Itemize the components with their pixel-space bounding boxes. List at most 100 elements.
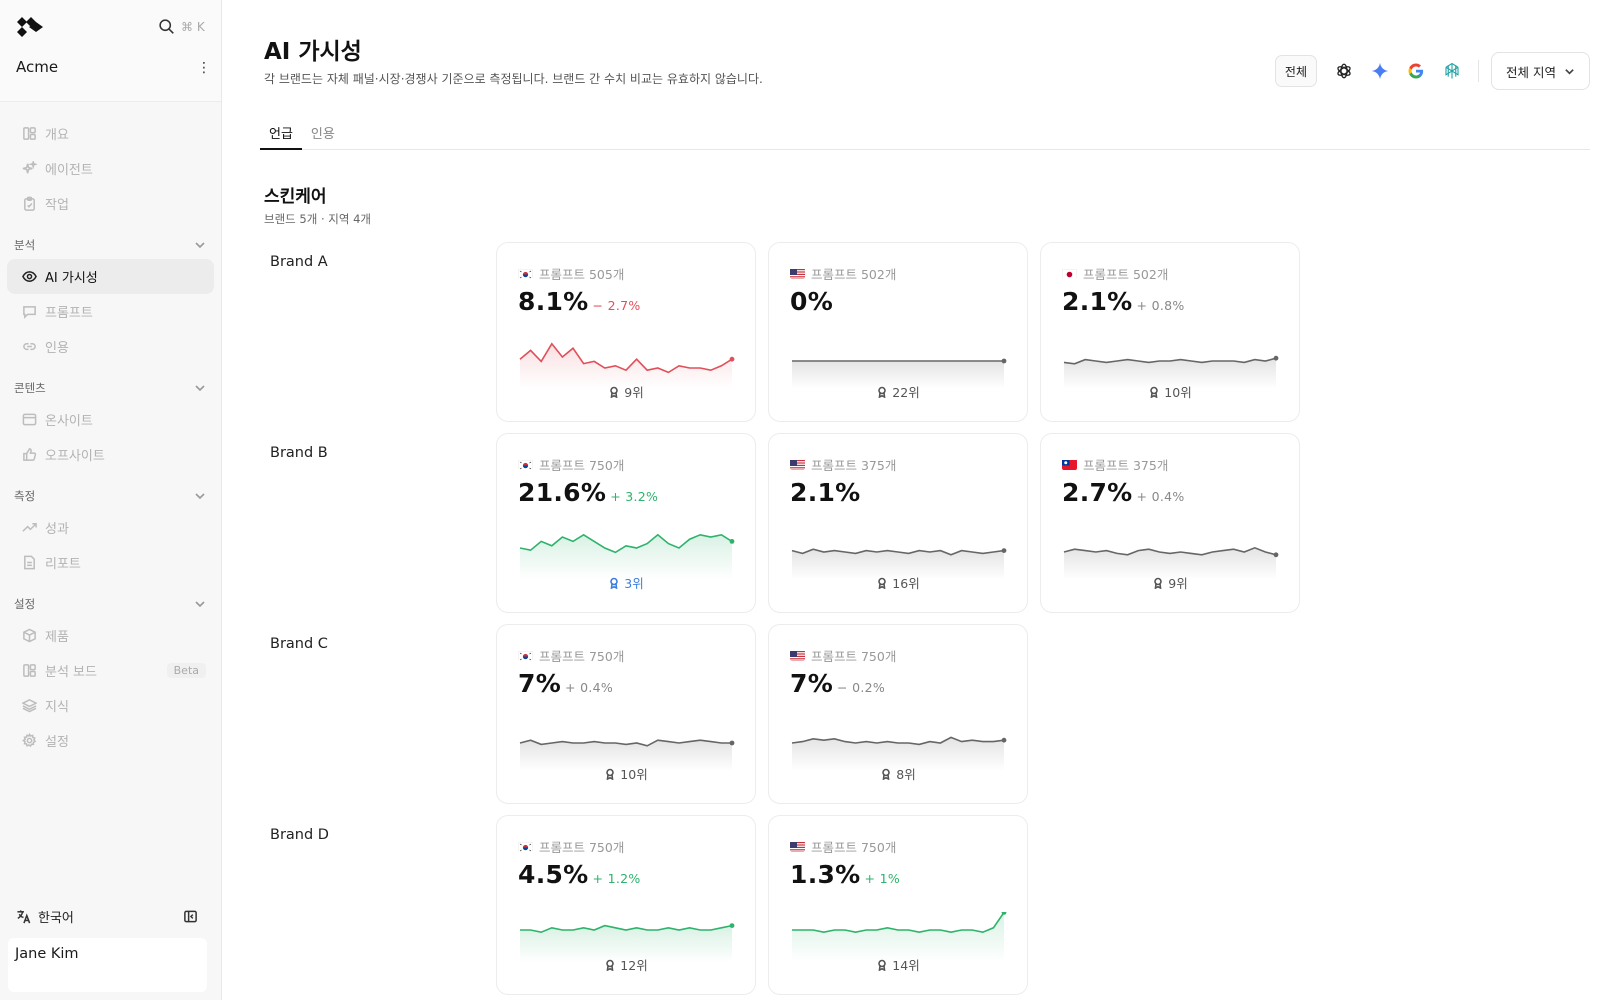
visibility-card[interactable]: 프롬프트 502개 2.1% + 0.8% 10위 <box>1040 242 1300 422</box>
sparkline-endpoint <box>1001 912 1007 915</box>
engine-filter-all[interactable]: 전체 <box>1274 55 1318 87</box>
prompt-count: 프롬프트 505개 <box>539 267 625 282</box>
prompt-count: 프롬프트 750개 <box>539 649 625 664</box>
sparkline-area <box>792 737 1004 771</box>
visibility-card[interactable]: 프롬프트 375개 2.1% 16위 <box>768 433 1028 613</box>
search-button[interactable]: ⌘ K <box>158 18 205 35</box>
visibility-card[interactable]: 프롬프트 750개 21.6% + 3.2% 3위 <box>496 433 756 613</box>
box-icon <box>23 628 36 643</box>
prompt-count: 프롬프트 750개 <box>811 840 897 855</box>
gemini-icon <box>1371 62 1389 80</box>
visibility-card[interactable]: 프롬프트 750개 4.5% + 1.2% 12위 <box>496 815 756 995</box>
sidebar-item-prompts[interactable]: 프롬프트 <box>7 294 214 329</box>
section-title: 스킨케어 <box>264 187 327 207</box>
sidebar-item-reports[interactable]: 리포트 <box>7 545 214 580</box>
engine-filter-gemini[interactable] <box>1362 55 1398 87</box>
sidebar-item-citations[interactable]: 인용 <box>7 329 214 364</box>
sidebar-item-tasks[interactable]: 작업 <box>7 186 214 221</box>
sidebar-item-offsite[interactable]: 오프사이트 <box>7 437 214 472</box>
card-header: 프롬프트 375개 <box>790 455 896 474</box>
section-toggle-measure[interactable]: 측정 <box>0 484 221 508</box>
chevron-down-icon <box>1565 68 1574 75</box>
visibility-percent: 2.7% <box>1062 478 1133 507</box>
brand-label: Brand C <box>270 636 328 652</box>
visibility-percent: 7% <box>518 669 562 698</box>
page-subtitle: 각 브랜드는 자체 패널·시장·경쟁사 기준으로 측정됩니다. 브랜드 간 수치… <box>264 72 763 86</box>
engine-filter-google[interactable] <box>1398 55 1434 87</box>
rank-row: 16위 <box>769 573 1027 592</box>
brand-label: Brand A <box>270 254 328 270</box>
visibility-delta: + 3.2% <box>610 489 659 504</box>
sidebar-item-knowledge[interactable]: 지식 <box>7 688 214 723</box>
sparkline <box>519 342 735 389</box>
visibility-percent: 4.5% <box>518 860 589 889</box>
card-header: 프롬프트 375개 <box>1062 455 1168 474</box>
gear-icon <box>22 733 37 748</box>
sparkline-line <box>520 924 733 934</box>
rank-row: 10위 <box>497 764 755 783</box>
visibility-card[interactable]: 프롬프트 750개 7% − 0.2% 8위 <box>768 624 1028 804</box>
award-icon <box>878 386 887 398</box>
sidebar-item-onsite[interactable]: 온사이트 <box>7 402 214 437</box>
beta-badge: Beta <box>166 663 206 678</box>
sidebar-item-products[interactable]: 제품 <box>7 618 214 653</box>
prompt-count: 프롬프트 750개 <box>811 649 897 664</box>
sidebar-item-ai-visibility[interactable]: AI 가시성 <box>7 259 214 294</box>
perplexity-icon <box>1445 62 1459 79</box>
sparkline <box>520 923 735 962</box>
rank-row: 22위 <box>769 382 1027 401</box>
tab-citations[interactable]: 인용 <box>310 127 335 142</box>
section-label: 분석 <box>14 238 36 252</box>
sidebar-item-settings[interactable]: 설정 <box>7 723 214 758</box>
engine-filter-chatgpt[interactable] <box>1326 55 1362 87</box>
section-toggle-settings[interactable]: 설정 <box>0 592 221 616</box>
language-selector[interactable]: 한국어 <box>38 910 74 926</box>
section-toggle-analysis[interactable]: 분석 <box>0 233 221 257</box>
engine-filter-perplexity[interactable] <box>1434 55 1470 87</box>
visibility-card[interactable]: 프롬프트 750개 7% + 0.4% 10위 <box>496 624 756 804</box>
prompt-count: 프롬프트 375개 <box>811 458 897 473</box>
sparkline <box>792 912 1007 962</box>
visibility-card[interactable]: 프롬프트 502개 0% 22위 <box>768 242 1028 422</box>
layout-icon <box>23 664 36 677</box>
prompt-count: 프롬프트 375개 <box>1083 458 1169 473</box>
org-more-icon[interactable]: ⋮ <box>197 60 211 76</box>
award-icon <box>610 577 619 589</box>
award-icon <box>610 386 619 398</box>
visibility-card[interactable]: 프롬프트 750개 1.3% + 1% 14위 <box>768 815 1028 995</box>
tab-mentions[interactable]: 언급 <box>260 114 302 150</box>
link-icon <box>23 342 36 351</box>
message-icon <box>23 306 36 319</box>
sparkline-line <box>519 739 732 747</box>
sidebar-collapse-icon[interactable] <box>183 909 198 924</box>
sparkline <box>1063 355 1279 389</box>
visibility-card[interactable]: 프롬프트 375개 2.7% + 0.4% 9위 <box>1040 433 1300 613</box>
card-header: 프롬프트 750개 <box>518 837 624 856</box>
region-dropdown[interactable]: 전체 지역 <box>1491 52 1590 90</box>
sparkline-area <box>520 534 732 580</box>
visibility-delta: + 1.2% <box>592 871 641 886</box>
sidebar-item-label: 프롬프트 <box>45 306 93 321</box>
sidebar-item-agents[interactable]: 에이전트 <box>7 151 214 186</box>
sidebar-item-analysis-board[interactable]: 분석 보드 Beta <box>7 653 214 688</box>
brand-label: Brand B <box>270 445 328 461</box>
sparkline-endpoint <box>1001 358 1007 364</box>
rank-row: 9위 <box>497 382 755 401</box>
sparkline-endpoint <box>729 356 735 362</box>
visibility-card[interactable]: 프롬프트 505개 8.1% − 2.7% 9위 <box>496 242 756 422</box>
rank-row: 10위 <box>1041 382 1299 401</box>
sparkline-area <box>792 912 1004 962</box>
sidebar-item-performance[interactable]: 성과 <box>7 510 214 545</box>
brand-logo-icon[interactable] <box>14 16 44 38</box>
award-icon <box>1150 386 1159 398</box>
google-icon <box>1408 63 1424 79</box>
section-toggle-content[interactable]: 콘텐츠 <box>0 376 221 400</box>
visibility-value: 2.1% <box>790 478 865 507</box>
user-menu[interactable]: Jane Kim <box>8 938 207 992</box>
org-name[interactable]: Acme <box>16 58 59 76</box>
sidebar-item-overview[interactable]: 개요 <box>7 116 214 151</box>
section-label: 설정 <box>14 597 36 611</box>
award-icon <box>882 768 891 780</box>
card-header: 프롬프트 750개 <box>518 455 624 474</box>
sparkline <box>519 533 735 580</box>
